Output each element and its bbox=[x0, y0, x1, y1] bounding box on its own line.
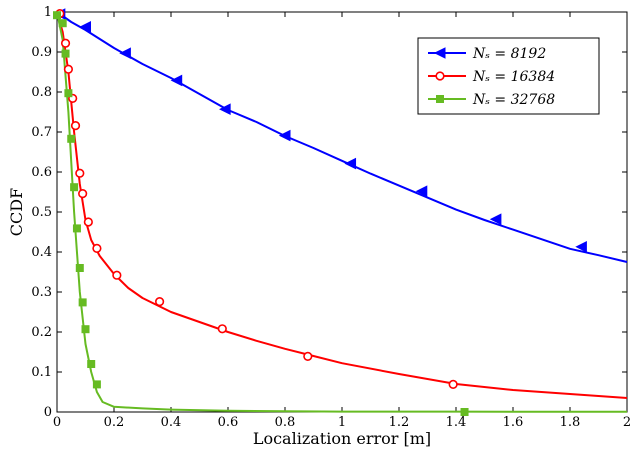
x-tick-label: 1.4 bbox=[446, 415, 467, 430]
series-3-marker bbox=[58, 19, 67, 28]
legend: Nₛ = 8192 Nₛ = 16384 Nₛ = 32768 bbox=[417, 37, 600, 115]
series-2-marker bbox=[112, 270, 122, 280]
y-tick-label: 0.6 bbox=[31, 165, 52, 180]
series-2-marker bbox=[448, 379, 458, 390]
series-3-marker bbox=[81, 325, 90, 334]
series-2-marker bbox=[63, 64, 73, 74]
x-tick-label: 1.6 bbox=[503, 415, 524, 430]
series-markers bbox=[53, 8, 587, 416]
series-2-marker bbox=[60, 38, 71, 48]
x-tick-label: 1 bbox=[338, 415, 346, 430]
x-tick-label: 0.8 bbox=[275, 415, 296, 430]
y-tick-label: 1 bbox=[44, 5, 52, 20]
series-3-marker bbox=[78, 298, 87, 307]
x-tick-label: 0.6 bbox=[218, 415, 239, 430]
legend-entry-3: Nₛ = 32768 bbox=[472, 92, 555, 108]
series-1-marker bbox=[119, 47, 131, 60]
axis-tick-labels: 0 0.2 0.4 0.6 0.8 1 1.2 1.4 1.6 1.8 2 0 0.1 0.2 0.3 0.4… bbox=[31, 5, 631, 430]
x-tick-label: 0 bbox=[53, 415, 61, 430]
series-3-marker bbox=[92, 380, 101, 389]
y-tick-label: 0.8 bbox=[31, 85, 52, 100]
legend-entry-2: Nₛ = 16384 bbox=[472, 69, 555, 85]
series-3-marker bbox=[87, 360, 96, 368]
series-line-3 bbox=[56, 11, 628, 413]
series-1-marker bbox=[489, 213, 502, 226]
y-tick-label: 0.4 bbox=[31, 245, 52, 260]
series-1-marker bbox=[344, 157, 357, 170]
series-2-marker bbox=[155, 297, 165, 307]
y-tick-label: 0.9 bbox=[31, 45, 52, 60]
y-tick-label: 0.5 bbox=[31, 205, 52, 220]
series-2-marker bbox=[70, 120, 81, 131]
series-1-marker bbox=[415, 185, 428, 198]
y-tick-label: 0.1 bbox=[31, 365, 52, 380]
legend-marker-3 bbox=[436, 95, 444, 103]
x-tick-label: 1.2 bbox=[389, 415, 410, 430]
series-line-2 bbox=[56, 11, 628, 399]
series-3-marker bbox=[70, 183, 79, 192]
y-axis-label: CCDF bbox=[7, 188, 26, 236]
series-2-marker bbox=[75, 168, 85, 178]
series-3-marker bbox=[64, 89, 73, 98]
x-tick-label: 2 bbox=[623, 415, 631, 430]
y-tick-label: 0 bbox=[44, 405, 52, 420]
series-3-marker bbox=[61, 49, 70, 58]
series-3-marker bbox=[67, 134, 76, 143]
series-3-marker bbox=[72, 224, 81, 233]
series-3-marker bbox=[75, 264, 84, 272]
series-3-marker bbox=[460, 408, 469, 416]
series-2-marker bbox=[83, 217, 93, 227]
series-2-marker bbox=[78, 189, 88, 199]
series-1-marker bbox=[219, 103, 231, 116]
series-1-marker bbox=[79, 20, 91, 33]
series-1-marker bbox=[170, 74, 183, 87]
series-1-marker bbox=[278, 129, 291, 142]
x-axis-label: Localization error [m] bbox=[253, 429, 431, 448]
legend-marker-1 bbox=[433, 47, 446, 59]
y-tick-label: 0.7 bbox=[31, 125, 52, 140]
series-2-marker bbox=[92, 243, 102, 253]
y-tick-label: 0.2 bbox=[31, 325, 52, 340]
x-tick-label: 1.8 bbox=[560, 415, 581, 430]
x-tick-label: 0.4 bbox=[161, 415, 182, 430]
series-2-marker bbox=[217, 324, 227, 334]
legend-marker-2 bbox=[435, 71, 445, 81]
x-tick-label: 0.2 bbox=[104, 415, 125, 430]
series-2-marker bbox=[303, 351, 313, 362]
series-1-marker bbox=[575, 240, 587, 253]
series-3-marker bbox=[53, 11, 61, 20]
legend-entry-1: Nₛ = 8192 bbox=[472, 46, 546, 62]
y-tick-label: 0.3 bbox=[31, 285, 52, 300]
